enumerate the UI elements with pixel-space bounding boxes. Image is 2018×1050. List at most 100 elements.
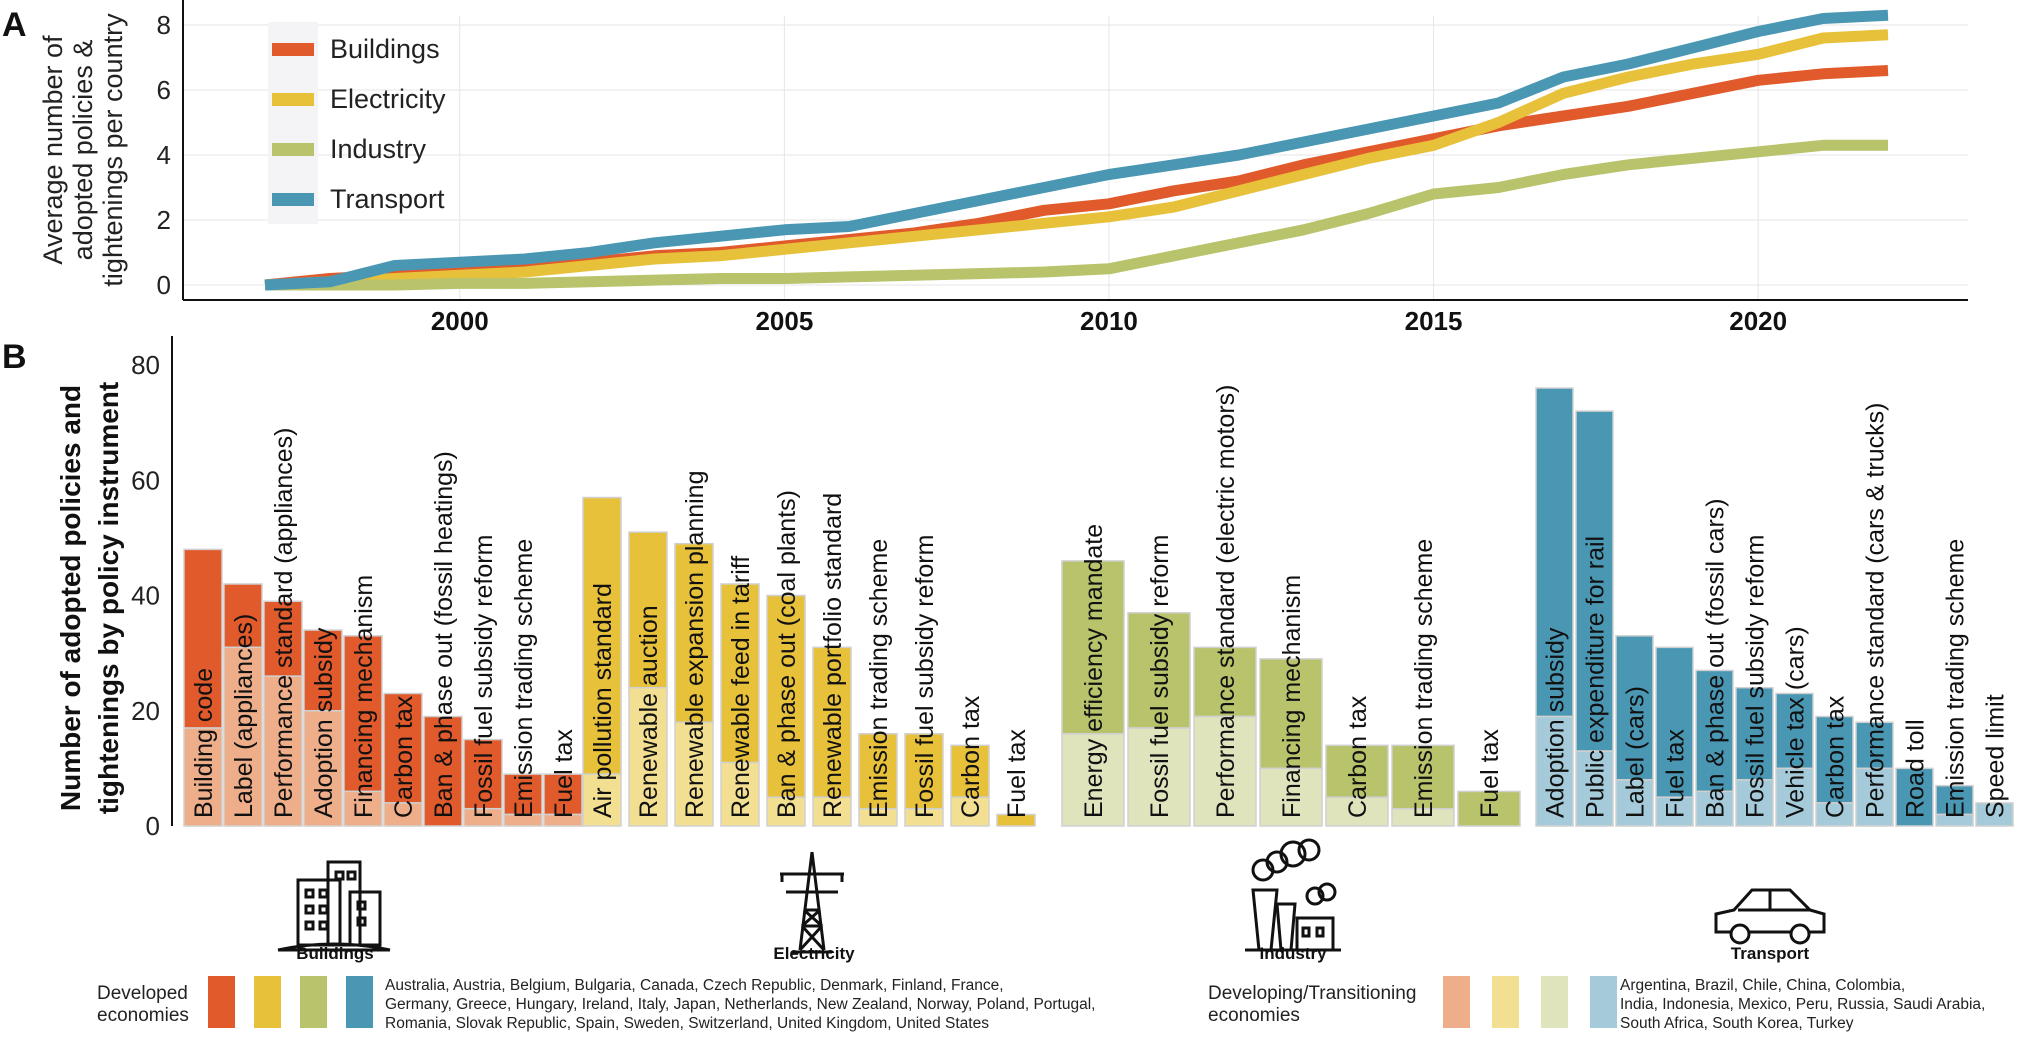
legend-label-buildings: Buildings	[330, 34, 440, 64]
bar-developed-buildings	[423, 715, 463, 827]
bar-label: Building code	[190, 668, 218, 818]
industry-factory-icon	[1245, 838, 1341, 952]
legend-label-transport: Transport	[330, 184, 445, 214]
bar-developing-transport	[1775, 767, 1814, 827]
electricity-icon-label: Electricity	[773, 944, 855, 963]
bar-label: Vehicle tax (cars)	[1782, 626, 1810, 818]
bar-developing-electricity	[628, 686, 668, 827]
developing-country-list: India, Indonesia, Mexico, Peru, Russia, …	[1620, 996, 1985, 1013]
industry-icon-label: Industry	[1259, 944, 1327, 963]
legend-swatch-electricity	[272, 93, 314, 106]
legend-swatch-buildings	[272, 43, 314, 56]
panel-label-a: A	[2, 6, 27, 44]
bar-developed-buildings	[543, 773, 583, 816]
bar-developed-transport	[1855, 721, 1894, 770]
x-tick-label: 2020	[1729, 306, 1787, 336]
bar-developing-buildings	[223, 646, 263, 827]
bar-developed-industry	[1391, 744, 1455, 810]
bar-developing-transport	[1695, 790, 1734, 827]
bar-developing-electricity	[720, 761, 760, 827]
swatch-developing-industry	[1541, 976, 1568, 1028]
developing-country-list: South Africa, South Korea, Turkey	[1620, 1015, 1854, 1032]
bar-label: Renewable feed in tariff	[727, 556, 755, 818]
bar-label: Renewable portfolio standard	[819, 493, 847, 818]
bar-developing-electricity	[812, 796, 852, 827]
bar-label: Performance standard (cars & trucks)	[1862, 403, 1890, 818]
buildings-icon	[277, 860, 391, 952]
bar-developing-buildings	[343, 790, 383, 827]
bar-developed-transport	[1815, 715, 1854, 804]
line-chart-gridlines	[183, 16, 1968, 300]
bar-label: Air pollution standard	[589, 583, 617, 818]
bar-developing-transport	[1535, 715, 1574, 827]
x-tick-label: 2010	[1080, 306, 1138, 336]
bar-label: Emission trading scheme	[1942, 539, 1970, 818]
electricity-pylon-icon	[780, 851, 844, 954]
economy-legend-swatches	[208, 976, 1617, 1028]
bar-developing-buildings	[543, 813, 583, 827]
bar-label: Emission trading scheme	[1410, 539, 1438, 818]
swatch-developing-buildings	[1443, 976, 1470, 1028]
bar-label: Performance standard (appliances)	[270, 428, 298, 818]
swatch-developed-electricity	[254, 976, 281, 1028]
bar-developing-buildings	[183, 727, 223, 827]
bar-label: Ban & phase out (fossil cars)	[1702, 498, 1730, 818]
bar-developed-buildings	[463, 738, 503, 810]
bar-label: Fossil fuel subsidy reform	[470, 535, 498, 818]
y-tick-label: 80	[131, 350, 160, 380]
developed-country-list: Germany, Greece, Hungary, Ireland, Italy…	[385, 996, 1095, 1013]
bar-label: Adoption subsidy	[1542, 627, 1570, 818]
line-chart-y-axis-label: Average number of adopted policies & tight…	[38, 13, 128, 287]
bar-developed-electricity	[582, 496, 622, 775]
bar-label: Fuel tax	[550, 729, 578, 818]
bar-label: Speed limit	[1982, 694, 2010, 818]
bar-label: Renewable expansion planning	[681, 471, 709, 819]
bar-chart-bar-labels: Building code Label (appliances) Performan…	[190, 385, 2010, 818]
bar-developing-transport	[1575, 750, 1614, 827]
bar-developing-electricity	[674, 721, 714, 827]
y-tick-label: 0	[146, 811, 160, 841]
bar-label: Financing mechanism	[350, 575, 378, 818]
bar-developing-industry	[1061, 733, 1125, 827]
bar-developing-industry	[1325, 796, 1389, 827]
swatch-developing-transport	[1590, 976, 1617, 1028]
developed-legend-label: economies	[97, 1005, 189, 1026]
bar-developed-buildings	[223, 583, 263, 649]
developing-legend-label: Developing/Transitioning	[1208, 983, 1416, 1004]
legend-label-industry: Industry	[330, 134, 427, 164]
developing-legend-label: economies	[1208, 1005, 1300, 1026]
bar-developed-buildings	[343, 635, 383, 793]
bar-label: Fossil fuel subsidy reform	[1146, 535, 1174, 818]
bar-label: Renewable auction	[635, 605, 663, 818]
bar-developed-transport	[1655, 646, 1694, 798]
bar-label: Public expenditure for rail	[1582, 536, 1610, 818]
bar-developed-electricity	[720, 583, 760, 764]
y-tick-label: 60	[131, 465, 160, 495]
bar-developing-buildings	[463, 807, 503, 827]
bar-developed-transport	[1575, 410, 1614, 752]
bar-developing-industry	[1391, 807, 1455, 827]
bar-chart-bars	[183, 387, 2014, 827]
bar-developing-electricity	[858, 807, 898, 827]
bar-label: Road toll	[1902, 719, 1930, 818]
x-tick-label: 2005	[755, 306, 813, 336]
bar-label: Emission trading scheme	[865, 539, 893, 818]
bar-label: Fossil fuel subsidy reform	[1742, 535, 1770, 818]
y-tick-label: 8	[157, 10, 171, 40]
swatch-developed-industry	[300, 976, 327, 1028]
y-tick-label: 0	[157, 270, 171, 300]
bar-developing-transport	[1655, 796, 1694, 827]
bar-developing-industry	[1193, 715, 1257, 827]
bar-developed-industry	[1457, 790, 1521, 827]
bar-developing-transport	[1975, 802, 2014, 827]
bar-label: Carbon tax	[957, 695, 985, 818]
bar-label: Emission trading scheme	[510, 539, 538, 818]
y-tick-label: 4	[157, 140, 171, 170]
bar-label: Fuel tax	[1476, 729, 1504, 818]
bar-label: Carbon tax	[1344, 695, 1372, 818]
bar-label: Fuel tax	[1662, 729, 1690, 818]
y-tick-label: 20	[131, 696, 160, 726]
bar-developed-transport	[1535, 387, 1574, 718]
x-tick-label: 2015	[1405, 306, 1463, 336]
